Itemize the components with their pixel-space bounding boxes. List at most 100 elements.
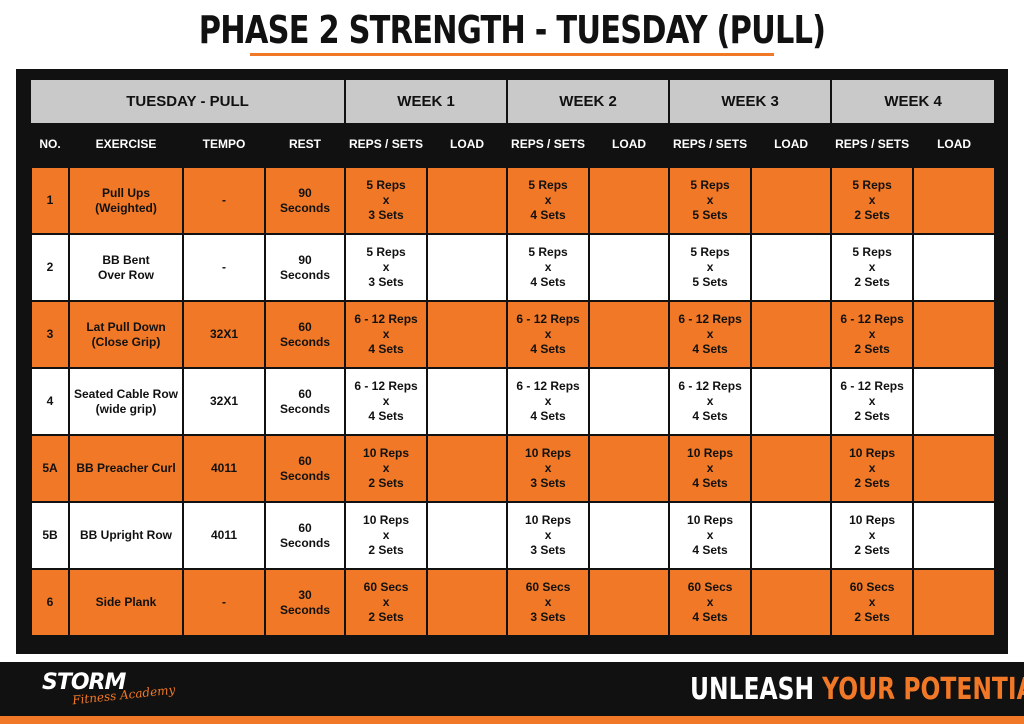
load-cell[interactable] <box>912 166 997 235</box>
load-cell[interactable] <box>750 367 833 436</box>
tempo-cell: - <box>182 233 266 302</box>
load-cell[interactable] <box>426 300 509 369</box>
load-cell[interactable] <box>426 501 509 570</box>
rest-cell: 90 Seconds <box>263 233 347 302</box>
logo-wordmark: STORM <box>42 670 126 695</box>
load-cell[interactable] <box>750 166 833 235</box>
reps-sets-cell: 60 Secs x 2 Sets <box>344 568 429 637</box>
rest-cell: 30 Seconds <box>263 568 347 637</box>
times-sign: x <box>706 528 714 542</box>
times-sign: x <box>868 327 876 341</box>
sets-value: 4 Sets <box>368 342 404 356</box>
exercise-cell: BB Upright Row <box>68 501 184 570</box>
reps-value: 6 - 12 Reps <box>678 312 742 326</box>
exercise-detail: (Close Grip) <box>91 334 161 349</box>
times-sign: x <box>382 461 390 475</box>
load-cell[interactable] <box>750 568 833 637</box>
times-sign: x <box>706 327 714 341</box>
reps-value: 10 Reps <box>687 446 734 460</box>
times-sign: x <box>868 394 876 408</box>
times-sign: x <box>868 595 876 609</box>
load-cell[interactable] <box>426 367 509 436</box>
reps-value: 10 Reps <box>525 446 572 460</box>
col-header-load: LOAD <box>937 137 972 151</box>
times-sign: x <box>544 394 552 408</box>
load-cell[interactable] <box>588 166 671 235</box>
col-header-reps-sets: REPS / SETS <box>673 137 748 151</box>
row-number: 1 <box>30 166 70 235</box>
load-cell[interactable] <box>750 300 833 369</box>
tempo-cell: 4011 <box>182 434 266 503</box>
load-cell[interactable] <box>588 300 671 369</box>
rest-unit: Seconds <box>280 401 331 416</box>
load-cell[interactable] <box>588 501 671 570</box>
reps-sets-cell: 6 - 12 Reps x 2 Sets <box>830 367 915 436</box>
week-header: WEEK 4 <box>831 80 997 123</box>
sets-value: 4 Sets <box>368 409 404 423</box>
times-sign: x <box>544 260 552 274</box>
load-cell[interactable] <box>750 501 833 570</box>
reps-sets-cell: 5 Reps x 5 Sets <box>668 166 753 235</box>
load-cell[interactable] <box>912 300 997 369</box>
load-cell[interactable] <box>912 233 997 302</box>
times-sign: x <box>544 327 552 341</box>
load-cell[interactable] <box>912 501 997 570</box>
times-sign: x <box>382 595 390 609</box>
storm-logo: STORM Fitness Academy <box>42 670 182 710</box>
col-header-reps-sets: REPS / SETS <box>511 137 586 151</box>
exercise-detail: (Weighted) <box>95 200 157 215</box>
table-row: 6 Side Plank - 30 Seconds 60 Secs x 2 Sets … <box>30 568 997 637</box>
week-header: WEEK 1 <box>345 80 509 123</box>
times-sign: x <box>382 193 390 207</box>
tagline-part-1: UNLEASH <box>690 672 823 707</box>
footer-stripe <box>0 716 1024 724</box>
load-cell[interactable] <box>588 367 671 436</box>
load-cell[interactable] <box>588 233 671 302</box>
reps-value: 5 Reps <box>528 178 568 192</box>
row-number: 5B <box>30 501 70 570</box>
rest-value: 90 <box>298 185 312 200</box>
times-sign: x <box>544 193 552 207</box>
reps-value: 10 Reps <box>849 446 896 460</box>
load-cell[interactable] <box>426 166 509 235</box>
reps-sets-cell: 5 Reps x 4 Sets <box>506 166 591 235</box>
sets-value: 2 Sets <box>854 476 890 490</box>
reps-sets-cell: 6 - 12 Reps x 4 Sets <box>506 300 591 369</box>
load-cell[interactable] <box>912 568 997 637</box>
reps-value: 10 Reps <box>849 513 896 527</box>
exercise-detail: Over Row <box>97 267 154 282</box>
sets-value: 3 Sets <box>530 476 566 490</box>
reps-sets-cell: 5 Reps x 2 Sets <box>830 233 915 302</box>
load-cell[interactable] <box>912 434 997 503</box>
reps-sets-cell: 6 - 12 Reps x 4 Sets <box>668 367 753 436</box>
rest-value: 90 <box>298 252 312 267</box>
rest-unit: Seconds <box>280 200 331 215</box>
load-cell[interactable] <box>588 434 671 503</box>
row-number: 5A <box>30 434 70 503</box>
exercise-detail: (wide grip) <box>95 401 157 416</box>
footer-band <box>0 662 1024 724</box>
col-header-tempo: TEMPO <box>202 137 246 151</box>
reps-sets-cell: 10 Reps x 3 Sets <box>506 434 591 503</box>
reps-value: 10 Reps <box>525 513 572 527</box>
rest-unit: Seconds <box>280 468 331 483</box>
load-cell[interactable] <box>912 367 997 436</box>
reps-value: 60 Secs <box>849 580 895 594</box>
load-cell[interactable] <box>750 233 833 302</box>
sets-value: 3 Sets <box>368 275 404 289</box>
workout-table: TUESDAY - PULL WEEK 1 WEEK 2 WEEK 3 WEEK… <box>30 80 997 637</box>
load-cell[interactable] <box>426 568 509 637</box>
reps-value: 5 Reps <box>852 178 892 192</box>
col-header-load: LOAD <box>612 137 647 151</box>
reps-value: 5 Reps <box>528 245 568 259</box>
reps-value: 5 Reps <box>366 178 406 192</box>
times-sign: x <box>706 394 714 408</box>
load-cell[interactable] <box>588 568 671 637</box>
load-cell[interactable] <box>426 434 509 503</box>
load-cell[interactable] <box>750 434 833 503</box>
reps-sets-cell: 60 Secs x 3 Sets <box>506 568 591 637</box>
rest-value: 60 <box>298 520 312 535</box>
table-row: 5B BB Upright Row 4011 60 Seconds 10 Reps… <box>30 501 997 570</box>
tagline-part-2: YOUR POTENTIAL <box>822 672 1024 707</box>
load-cell[interactable] <box>426 233 509 302</box>
